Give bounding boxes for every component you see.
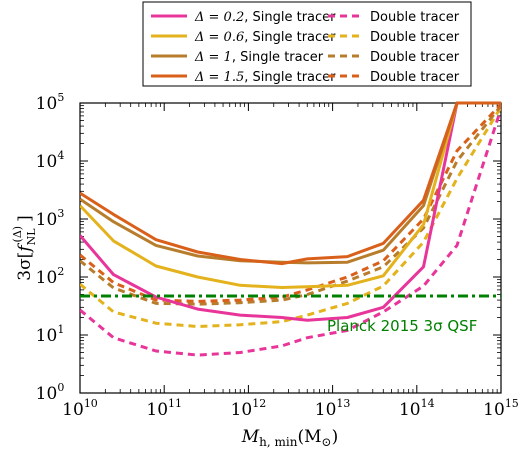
planck-annotation: Planck 2015 3σ QSF — [327, 317, 477, 335]
legend-label: Δ = 1.5, Single tracer — [194, 70, 336, 85]
legend-label: Δ = 0.6, Single tracer — [194, 30, 336, 45]
series-line-1 — [80, 101, 501, 322]
legend: Δ = 0.2, Single tracer Δ = 0.6, Single tr… — [142, 1, 472, 87]
legend-label: Double tracer — [370, 70, 460, 85]
series-line-2 — [80, 101, 501, 289]
legend-label: Double tracer — [370, 50, 460, 65]
legend-label: Double tracer — [370, 30, 460, 45]
series-line-7 — [80, 104, 501, 306]
y-tick-label: 100 — [36, 381, 65, 404]
x-tick-label: 1013 — [315, 397, 351, 420]
axis-ticks: 1010 1011 1012 1013 1014 1015 100 101 102 103 104 1… — [36, 91, 519, 420]
legend-box — [142, 1, 472, 87]
y-axis-label: 3σ[fNL(Δ)] — [11, 215, 38, 280]
x-axis-label: Mh, min(M⊙) — [241, 427, 338, 449]
axis-labels: Mh, min(M⊙) 3σ[fNL(Δ)] — [11, 215, 338, 449]
x-tick-label: 1014 — [399, 397, 435, 420]
x-tick-label: 1011 — [146, 397, 182, 420]
y-tick-label: 104 — [36, 149, 65, 172]
x-tick-label: 1012 — [231, 397, 267, 420]
series-line-5 — [80, 108, 501, 357]
y-tick-label: 105 — [36, 91, 65, 114]
y-tick-label: 101 — [36, 323, 65, 346]
x-tick-label: 1010 — [62, 397, 98, 420]
series-line-8 — [80, 103, 501, 303]
legend-label: Δ = 1, Single tracer — [194, 50, 324, 65]
y-tick-label: 102 — [36, 265, 65, 288]
plot-frame — [79, 102, 502, 394]
series-layer — [80, 101, 501, 357]
plot-area — [79, 102, 502, 394]
legend-label: Δ = 0.2, Single tracer — [194, 10, 336, 25]
legend-label: Double tracer — [370, 10, 460, 25]
series-line-3 — [80, 101, 501, 265]
reference-layer: Planck 2015 3σ QSF — [80, 294, 501, 335]
y-tick-label: 103 — [36, 207, 65, 230]
x-tick-label: 1015 — [483, 397, 519, 420]
series-line-4 — [80, 101, 501, 266]
